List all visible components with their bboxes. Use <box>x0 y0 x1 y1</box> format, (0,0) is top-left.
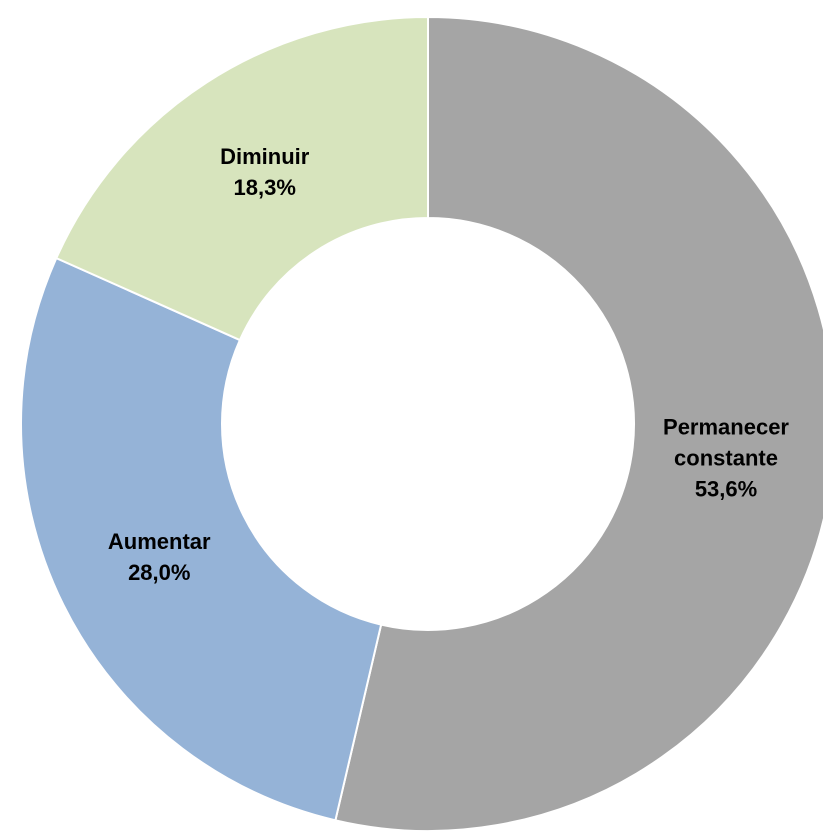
donut-segment <box>20 256 383 822</box>
donut-segment <box>334 15 823 832</box>
category-label: Diminuir <box>220 144 310 170</box>
data-label: Diminuir 18,3% <box>165 141 365 203</box>
value-label: 28,0% <box>128 560 191 586</box>
data-label: Permanecer constante 53,6% <box>626 412 823 505</box>
value-label: 18,3% <box>233 175 296 201</box>
data-label: Aumentar 28,0% <box>59 526 259 588</box>
category-label: Aumentar <box>107 529 211 555</box>
value-label: 53,6% <box>694 476 758 502</box>
category-label: Permanecer constante <box>663 414 789 471</box>
donut-segment <box>55 15 429 342</box>
